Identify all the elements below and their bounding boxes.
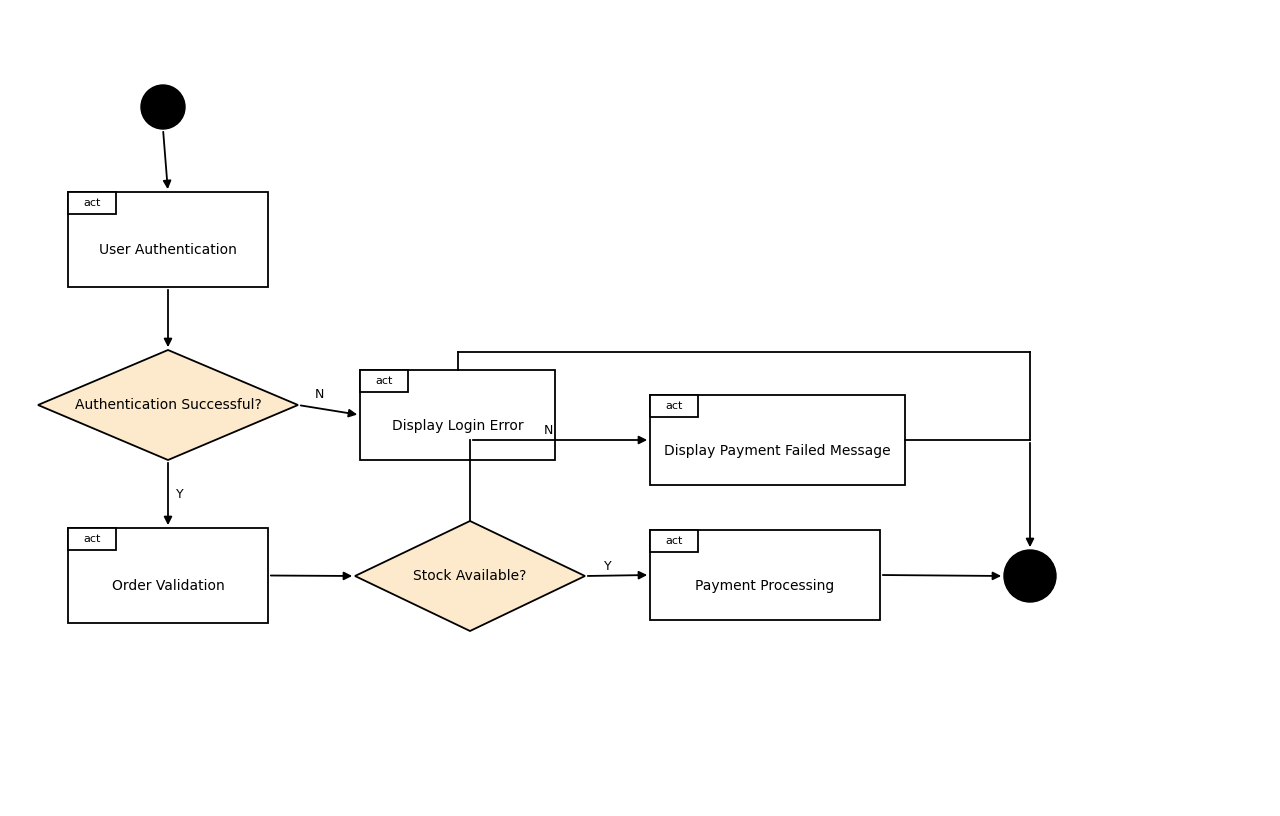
Circle shape: [1004, 550, 1056, 602]
Text: Order Validation: Order Validation: [111, 579, 224, 593]
Bar: [360, 370, 556, 460]
Text: Display Login Error: Display Login Error: [392, 419, 524, 433]
Bar: [360, 370, 408, 392]
Text: act: act: [666, 536, 682, 546]
Text: Y: Y: [177, 487, 184, 500]
Polygon shape: [355, 521, 585, 631]
Text: Stock Available?: Stock Available?: [413, 569, 526, 583]
Text: User Authentication: User Authentication: [99, 243, 237, 258]
Bar: [650, 530, 698, 552]
Bar: [68, 528, 268, 623]
Text: N: N: [543, 424, 553, 437]
Bar: [650, 530, 881, 620]
Text: Payment Processing: Payment Processing: [695, 579, 835, 593]
Circle shape: [141, 85, 186, 129]
Bar: [650, 395, 698, 417]
Bar: [68, 192, 116, 214]
Text: Display Payment Failed Message: Display Payment Failed Message: [664, 444, 891, 458]
Bar: [68, 192, 268, 287]
Text: Y: Y: [604, 560, 612, 573]
Text: act: act: [375, 376, 393, 386]
Text: act: act: [83, 198, 101, 208]
Text: act: act: [666, 401, 682, 411]
Text: Authentication Successful?: Authentication Successful?: [74, 398, 261, 412]
Bar: [68, 528, 116, 550]
Bar: [650, 395, 905, 485]
Polygon shape: [38, 350, 298, 460]
Text: N: N: [315, 388, 324, 401]
Text: act: act: [83, 534, 101, 544]
